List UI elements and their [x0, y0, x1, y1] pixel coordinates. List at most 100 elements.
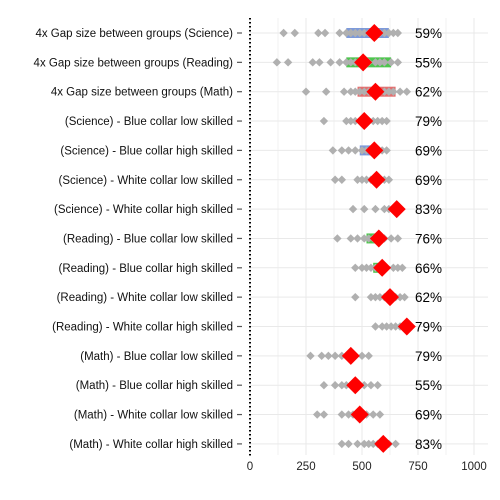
percent-label: 59%: [415, 26, 442, 41]
row-label: (Math) - Blue collar high skilled: [76, 380, 233, 392]
percent-label: 76%: [415, 231, 442, 246]
data-point: [366, 263, 376, 272]
percent-label: 55%: [415, 55, 442, 70]
data-point: [389, 263, 398, 272]
data-point: [346, 87, 355, 96]
row-label: (Math) - White collar low skilled: [74, 410, 233, 422]
data-point: [382, 322, 391, 331]
data-point: [337, 410, 347, 419]
data-point: [369, 439, 378, 449]
data-point: [314, 28, 323, 38]
percent-label: 69%: [415, 173, 442, 188]
data-point: [384, 175, 394, 184]
data-point: [319, 410, 329, 419]
data-point: [364, 234, 373, 243]
percent-label: 79%: [415, 114, 442, 129]
data-point: [346, 234, 355, 243]
data-point: [386, 322, 396, 331]
percent-label: 83%: [415, 202, 442, 217]
data-point: [272, 58, 282, 67]
data-point: [346, 28, 355, 38]
data-point: [400, 292, 409, 302]
data-point: [335, 28, 344, 38]
highlight-point: [373, 258, 392, 277]
data-point: [351, 146, 360, 155]
data-point: [337, 381, 347, 390]
data-point: [362, 263, 371, 272]
data-point: [384, 28, 394, 38]
x-tick-label: 250: [296, 461, 315, 473]
data-point: [315, 58, 324, 67]
percent-label: 66%: [415, 261, 442, 276]
data-point: [373, 381, 382, 390]
data-point: [382, 146, 391, 155]
x-tick-label: 750: [408, 461, 427, 473]
data-point: [371, 292, 380, 302]
row-label: (Science) - White collar low skilled: [59, 175, 233, 187]
data-point: [357, 263, 367, 272]
highlight-point: [374, 434, 393, 453]
data-point: [342, 58, 351, 67]
percent-label: 55%: [415, 378, 442, 393]
data-point: [398, 263, 407, 272]
data-point: [366, 381, 376, 390]
highlight-point: [367, 170, 386, 189]
data-point: [395, 87, 405, 96]
row-label: (Reading) - Blue collar low skilled: [63, 233, 233, 245]
data-point: [353, 439, 362, 449]
row-label: (Math) - White collar high skilled: [69, 439, 233, 451]
data-point: [339, 87, 349, 96]
data-point: [330, 175, 340, 184]
highlight-point: [381, 288, 399, 307]
data-point: [319, 116, 329, 126]
row-label: (Math) - Blue collar low skilled: [80, 351, 233, 363]
data-point: [389, 87, 398, 96]
data-point: [371, 58, 380, 67]
data-point: [360, 204, 369, 214]
data-point: [355, 28, 364, 38]
data-point: [375, 410, 385, 419]
highlight-point: [387, 200, 406, 219]
data-point: [362, 175, 371, 184]
row-label: 4x Gap size between groups (Math): [51, 87, 233, 99]
x-tick-label: 1000: [461, 461, 487, 473]
data-point: [373, 116, 382, 126]
highlight-point: [365, 24, 384, 42]
data-point: [377, 322, 387, 331]
data-point: [306, 351, 315, 361]
data-point: [308, 58, 317, 67]
data-point: [342, 116, 351, 126]
data-point: [319, 381, 329, 390]
data-point: [360, 28, 369, 38]
row-label: (Science) - Blue collar high skilled: [60, 145, 233, 157]
data-point: [335, 58, 344, 67]
highlight-point: [346, 376, 365, 395]
data-point: [380, 28, 389, 38]
data-point: [364, 439, 373, 449]
highlight-point: [341, 346, 360, 365]
data-point: [357, 146, 367, 155]
data-point: [351, 292, 360, 302]
percent-label: 69%: [415, 408, 442, 423]
data-point: [353, 175, 362, 184]
data-point: [333, 234, 342, 243]
data-point: [391, 439, 400, 449]
data-point: [371, 204, 380, 214]
data-point: [351, 263, 360, 272]
row-label: (Reading) - Blue collar high skilled: [59, 263, 234, 275]
data-point: [279, 28, 288, 38]
data-point: [346, 116, 355, 126]
data-point: [391, 322, 400, 331]
data-point: [290, 28, 299, 38]
highlight-point: [350, 405, 369, 424]
highlight-point: [354, 53, 373, 72]
data-point: [380, 204, 389, 214]
data-point: [342, 28, 351, 38]
data-point: [402, 87, 411, 96]
percent-label: 69%: [415, 143, 442, 158]
data-point: [328, 146, 338, 155]
data-point: [364, 351, 373, 361]
data-point: [344, 146, 353, 155]
data-point: [330, 351, 340, 361]
data-point: [393, 28, 403, 38]
